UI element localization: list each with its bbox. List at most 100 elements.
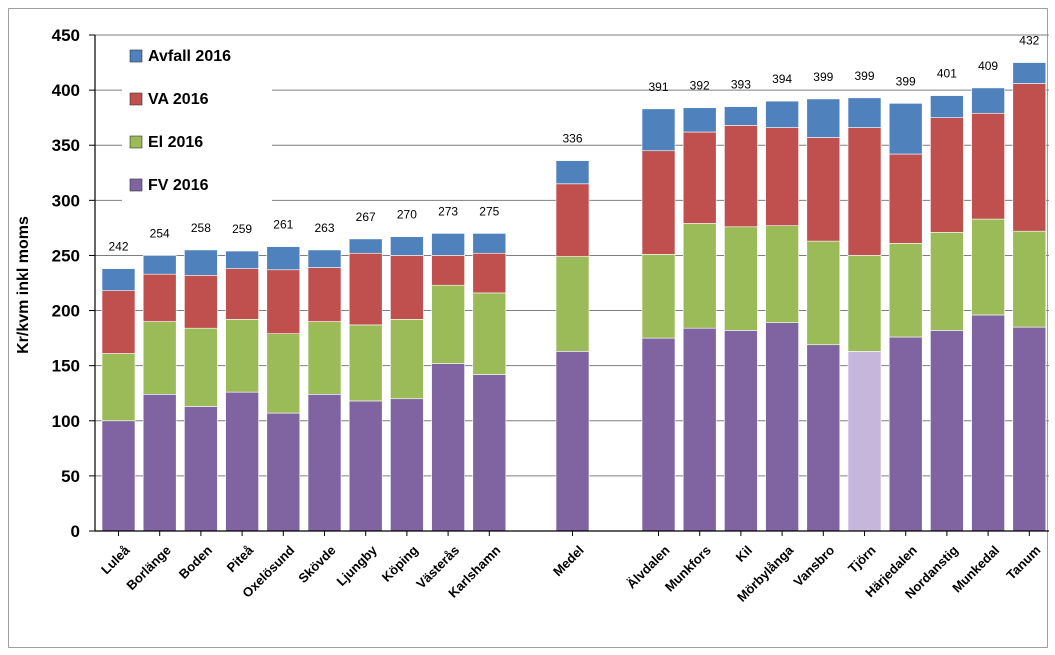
y-axis-label: Kr/kvm inkl moms <box>15 216 32 354</box>
total-label: 409 <box>978 59 998 73</box>
x-tick-label: Borlänge <box>123 543 173 593</box>
x-tick-label: Tjörn <box>845 542 879 576</box>
total-label: 432 <box>1019 34 1039 48</box>
y-tick-label: 400 <box>52 81 80 100</box>
total-label: 392 <box>690 79 710 93</box>
bar-segment <box>266 246 301 271</box>
legend-label: El 2016 <box>148 134 203 151</box>
bars <box>101 62 1047 532</box>
bar-segment <box>641 254 676 339</box>
bar-segment <box>971 218 1005 316</box>
bar-segment <box>724 106 758 126</box>
bar-segment <box>142 255 177 275</box>
bar-segment <box>847 97 882 128</box>
bar-segment <box>390 319 424 400</box>
total-labels: 242 254 258 259 261 263 267 270 273 275 336 391 392 3… <box>108 34 1039 254</box>
bar-segment <box>806 98 841 138</box>
y-tick-label: 300 <box>52 191 80 210</box>
bar-segment <box>971 87 1005 114</box>
bar-segment <box>266 333 301 414</box>
bar-segment <box>184 274 218 329</box>
x-tick-label: Skövde <box>295 543 338 586</box>
bar-segment <box>555 183 590 257</box>
bar-segment <box>682 107 717 133</box>
total-label: 267 <box>356 210 376 224</box>
bar-segment <box>682 223 717 329</box>
bar-segment <box>1012 326 1047 532</box>
bar-segment <box>1012 62 1047 84</box>
total-label: 275 <box>479 204 499 218</box>
bar-segment <box>888 103 923 155</box>
bar-segment <box>348 400 383 532</box>
y-tick-label: 450 <box>52 26 80 45</box>
y-tick-label: 100 <box>52 412 80 431</box>
y-tick-labels: 0 50 100 150 200 250 300 350 400 450 <box>52 26 80 541</box>
bar-segment <box>472 292 507 375</box>
x-tick-label: Ljungby <box>333 542 380 589</box>
y-tick-label: 350 <box>52 136 80 155</box>
total-label: 391 <box>648 80 668 94</box>
total-label: 399 <box>854 69 874 83</box>
legend-swatch <box>129 92 143 106</box>
total-label: 336 <box>562 132 582 146</box>
bar-segment <box>101 290 136 354</box>
y-tick-label: 50 <box>61 467 80 486</box>
bar-segment <box>555 256 590 352</box>
bar-segment <box>472 374 507 532</box>
bar-segment <box>888 243 923 338</box>
bar-segment <box>142 273 177 322</box>
y-tick-label: 250 <box>52 246 80 265</box>
total-label: 263 <box>314 221 334 235</box>
bar-segment <box>765 100 799 128</box>
bar-segment <box>142 394 177 532</box>
bar-segment <box>266 412 301 532</box>
bar-segment <box>930 95 964 118</box>
legend-background <box>122 40 272 212</box>
bar-segment <box>847 255 882 352</box>
bar-segment <box>971 112 1005 220</box>
legend-label: VA 2016 <box>148 91 209 108</box>
total-label: 254 <box>150 226 170 240</box>
bar-segment <box>971 314 1005 532</box>
total-label: 393 <box>731 78 751 92</box>
bar-segment <box>431 363 465 532</box>
bar-segment <box>765 225 799 323</box>
bar-segment <box>472 233 507 254</box>
bar-segment <box>225 319 259 393</box>
bar-segment <box>101 420 136 532</box>
bar-segment <box>847 127 882 256</box>
bar-segment <box>888 336 923 532</box>
bar-segment <box>307 394 342 532</box>
bar-segment <box>930 330 964 532</box>
bar-segment <box>765 322 799 532</box>
x-tick-label: Boden <box>176 542 215 581</box>
legend-label: Avfall 2016 <box>148 48 231 65</box>
bar-segment <box>184 249 218 276</box>
legend-swatch <box>129 178 143 192</box>
total-label: 258 <box>191 221 211 235</box>
bar-segment <box>806 240 841 346</box>
total-label: 259 <box>232 222 252 236</box>
bar-segment <box>390 398 424 532</box>
bar-segment <box>641 150 676 255</box>
bar-segment <box>472 252 507 294</box>
bar-segment <box>307 249 342 268</box>
x-tick-label: Vansbro <box>791 542 838 589</box>
bar-segment <box>555 351 590 532</box>
total-label: 261 <box>273 218 293 232</box>
legend-swatch <box>129 49 143 63</box>
bar-segment <box>806 344 841 532</box>
total-label: 273 <box>438 204 458 218</box>
total-label: 399 <box>896 74 916 88</box>
bar-segment <box>806 137 841 242</box>
legend-swatch <box>129 135 143 149</box>
bar-segment <box>348 324 383 402</box>
y-tick-label: 200 <box>52 302 80 321</box>
total-label: 242 <box>108 240 128 254</box>
legend-label: FV 2016 <box>148 177 209 194</box>
bar-segment <box>101 268 136 292</box>
bar-segment <box>307 267 342 322</box>
y-tick-label: 0 <box>71 522 80 541</box>
